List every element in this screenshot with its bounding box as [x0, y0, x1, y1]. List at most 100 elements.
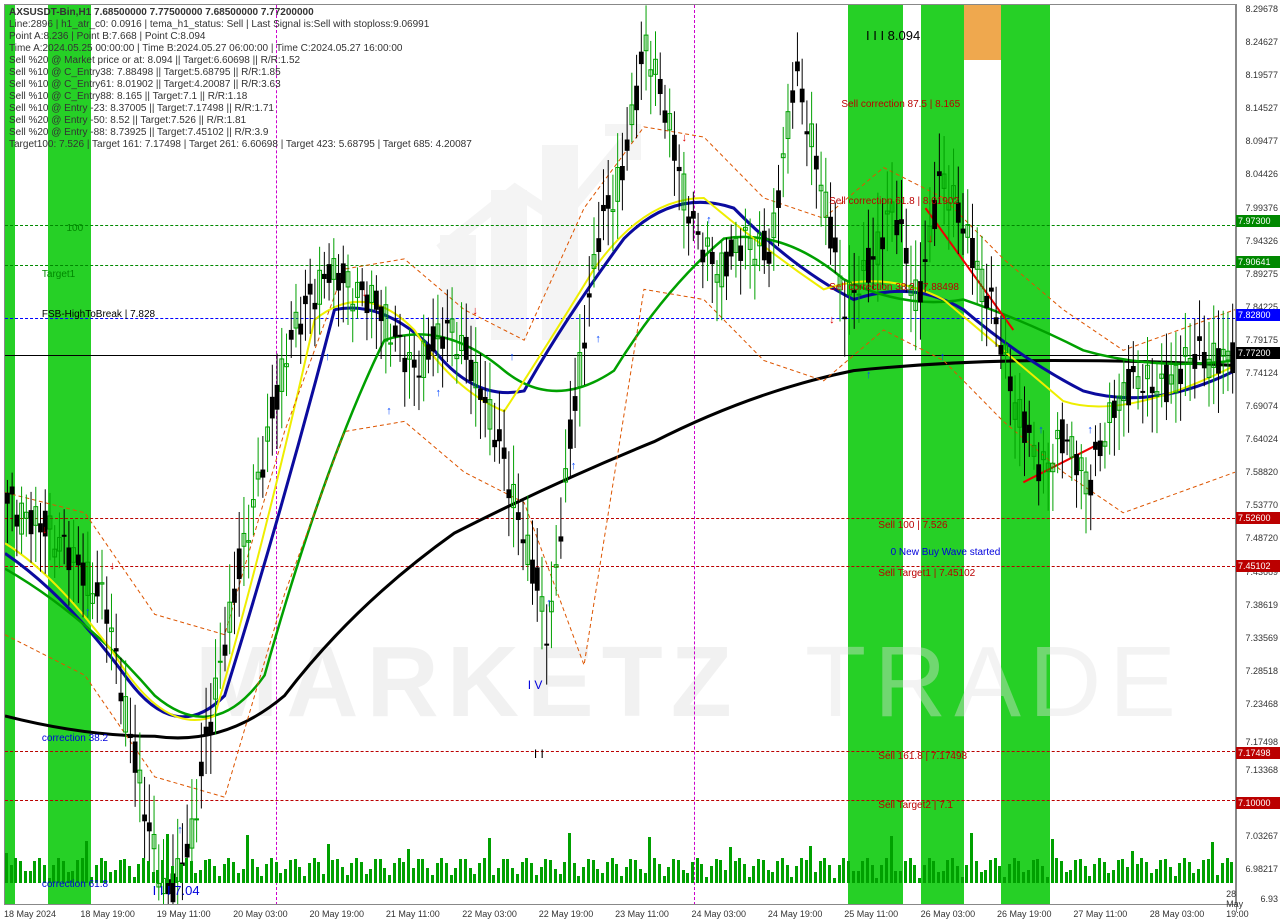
- volume-bar: [705, 877, 708, 883]
- volume-bar: [128, 866, 131, 883]
- volume-bar: [596, 869, 599, 883]
- volume-bar: [402, 862, 405, 883]
- volume-bar: [805, 860, 808, 883]
- volume-bar: [970, 833, 973, 883]
- volume-bar: [199, 870, 202, 883]
- arrow-up-icon: ↑: [85, 606, 91, 618]
- y-tick: 7.58820: [1238, 467, 1278, 477]
- volume-bar: [535, 875, 538, 883]
- volume-bar: [185, 858, 188, 883]
- arrow-up-icon: ↑: [595, 333, 601, 345]
- volume-bar: [890, 836, 893, 883]
- volume-bar: [795, 866, 798, 883]
- arrow-up-icon: ↑: [509, 351, 515, 363]
- volume-bar: [1060, 861, 1063, 883]
- volume-bar: [1121, 859, 1124, 883]
- volume-bar: [521, 862, 524, 883]
- y-tick: 7.99376: [1238, 203, 1278, 213]
- volume-bar: [213, 866, 216, 883]
- volume-bar: [10, 865, 13, 883]
- volume-bar: [743, 864, 746, 883]
- volume-bar: [629, 859, 632, 883]
- volume-bar: [790, 877, 793, 883]
- volume-bar: [1046, 877, 1049, 883]
- volume-bar: [469, 868, 472, 883]
- volume-bar: [1131, 851, 1134, 883]
- volume-bar: [417, 859, 420, 883]
- volume-bar: [1155, 869, 1158, 883]
- volume-bar: [828, 865, 831, 883]
- volume-bar: [440, 858, 443, 883]
- volume-bar: [393, 863, 396, 883]
- volume-bar: [1178, 863, 1181, 883]
- volume-bar: [142, 858, 145, 883]
- volume-bar: [1188, 862, 1191, 883]
- volume-bar: [14, 858, 17, 883]
- y-tick: 7.13368: [1238, 765, 1278, 775]
- price-tag: 7.17498: [1236, 747, 1280, 759]
- volume-bar: [757, 859, 760, 883]
- chart-title: AXSUSDT-Bin,H1 7.68500000 7.77500000 7.6…: [9, 7, 314, 18]
- label-sell-corr-87: Sell correction 87.5 | 8.165: [841, 99, 960, 110]
- volume-bar: [989, 860, 992, 883]
- arrow-down-icon: ↓: [110, 560, 116, 572]
- volume-bar: [672, 859, 675, 883]
- volume-bar: [341, 867, 344, 883]
- volume-bar: [530, 863, 533, 883]
- volume-bar: [767, 870, 770, 883]
- volume-bar: [1008, 864, 1011, 883]
- arrow-up-icon: ↑: [436, 387, 442, 399]
- volume-bar: [1136, 864, 1139, 883]
- label-iii: I I I 8.094: [866, 28, 920, 43]
- volume-bar: [956, 866, 959, 883]
- volume-bar: [984, 870, 987, 883]
- arrow-up-icon: ↑: [546, 597, 552, 609]
- volume-bar: [998, 866, 1001, 883]
- volume-bar: [1150, 873, 1153, 883]
- volume-bar: [885, 858, 888, 883]
- volume-bar: [809, 846, 812, 883]
- volume-bar: [450, 875, 453, 883]
- x-tick: 20 May 19:00: [310, 909, 365, 919]
- volume-bar: [715, 859, 718, 883]
- volume-bar: [265, 864, 268, 883]
- y-tick: 8.14527: [1238, 103, 1278, 113]
- volume-bar: [29, 871, 32, 883]
- arrow-up-icon: ↑: [1038, 424, 1044, 436]
- volume-bar: [559, 874, 562, 883]
- volume-bar: [1226, 858, 1229, 883]
- volume-bar: [1055, 858, 1058, 883]
- x-tick: 26 May 19:00: [997, 909, 1052, 919]
- volume-bar: [852, 871, 855, 883]
- volume-bar: [525, 858, 528, 883]
- volume-bar: [833, 878, 836, 883]
- volume-bar: [431, 875, 434, 883]
- volume-bar: [506, 859, 509, 883]
- volume-bar: [800, 858, 803, 883]
- x-tick: 23 May 11:00: [615, 909, 669, 919]
- volume-bar: [1183, 858, 1186, 883]
- volume-bar: [260, 876, 263, 883]
- volume-bar: [1041, 866, 1044, 883]
- volume-bar: [459, 859, 462, 883]
- volume-bar: [398, 858, 401, 883]
- volume-bar: [33, 861, 36, 883]
- y-tick: 7.74124: [1238, 368, 1278, 378]
- volume-bar: [928, 858, 931, 883]
- y-tick: 7.33569: [1238, 633, 1278, 643]
- volume-bar: [1221, 863, 1224, 883]
- y-tick: 7.69074: [1238, 401, 1278, 411]
- volume-bar: [752, 866, 755, 883]
- x-tick: 22 May 19:00: [539, 909, 594, 919]
- volume-bar: [379, 859, 382, 883]
- y-tick: 8.04426: [1238, 169, 1278, 179]
- volume-bar: [369, 869, 372, 883]
- price-tag: 7.90641: [1236, 256, 1280, 268]
- x-tick: 21 May 11:00: [386, 909, 440, 919]
- volume-bar: [232, 862, 235, 883]
- volume-bar: [871, 865, 874, 883]
- volume-bar: [1079, 859, 1082, 883]
- volume-bar: [1103, 862, 1106, 883]
- price-tag: 7.77200: [1236, 347, 1280, 359]
- y-tick: 7.38619: [1238, 600, 1278, 610]
